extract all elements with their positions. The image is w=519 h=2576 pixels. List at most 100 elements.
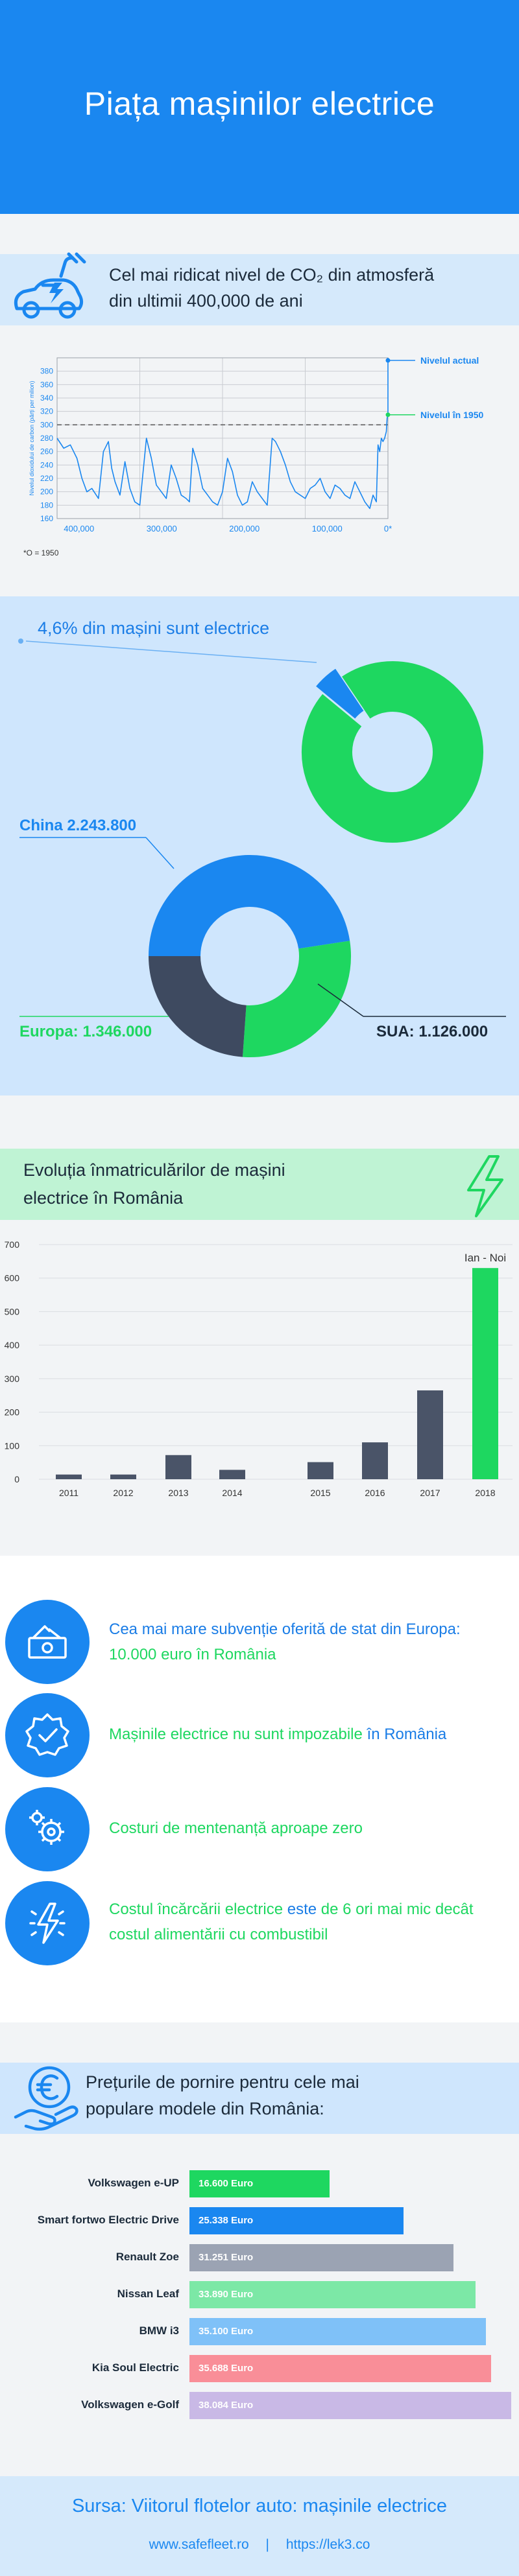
- price-value: 31.251 Euro: [199, 2252, 254, 2263]
- x-tick-label: 2016: [365, 1488, 385, 1498]
- benefit-charging-part-b: este: [287, 1901, 321, 1918]
- x-tick-label: 2017: [420, 1488, 440, 1498]
- bar-2013: [165, 1455, 191, 1479]
- x-tick-label: 0*: [384, 524, 392, 533]
- benefit-icon-circle: [5, 1881, 90, 1965]
- price-model-name: Renault Zoe: [115, 2251, 179, 2263]
- ev-share-label: 4,6% din mașini sunt electrice: [38, 618, 270, 638]
- price-value: 16.600 Euro: [199, 2178, 254, 2189]
- benefit-subsidy-part-b: 10.000 euro în România: [109, 1646, 276, 1663]
- x-tick-label: 2014: [222, 1488, 242, 1498]
- money-icon: [28, 1625, 67, 1659]
- share-pointer-dot: [18, 638, 23, 644]
- benefit-subsidy-part-a: Cea mai mare subvenție oferită de stat d…: [109, 1621, 461, 1638]
- prices-heading: Prețurile de pornire pentru cele mai pop…: [86, 2069, 359, 2122]
- co2-heading-line2: din ultimii 400,000 de ani: [109, 291, 303, 310]
- y-tick-label: 320: [40, 407, 53, 416]
- price-row: Volkswagen e-Golf 38.084 Euro: [0, 2392, 519, 2419]
- y-tick-label: 280: [40, 434, 53, 443]
- price-bar: [189, 2281, 476, 2308]
- price-model-name: Volkswagen e-UP: [88, 2177, 179, 2189]
- y-axis-label: Nivelul dioxidului de carbon (părți per …: [29, 381, 35, 495]
- europe-label: Europa: 1.346.000: [19, 1023, 152, 1040]
- registrations-banner: [0, 1149, 519, 1220]
- price-row: Volkswagen e-UP 16.600 Euro: [0, 2170, 519, 2197]
- annotation-1950-level: Nivelul în 1950: [420, 410, 483, 420]
- registrations-heading-line1: Evoluția înmatriculărilor de mașini: [23, 1160, 285, 1180]
- price-row: Nissan Leaf 33.890 Euro: [0, 2281, 519, 2308]
- price-row: Renault Zoe 31.251 Euro: [0, 2244, 519, 2271]
- footer: Sursa: Viitorul flotelor auto: mașinile …: [0, 2476, 519, 2576]
- y-tick-label: 380: [40, 367, 53, 376]
- y-tick-label: 340: [40, 393, 53, 403]
- registrations-bar-chart: 0 100 200 300 400 500 600 700 2011 2012 2013 2014 20…: [5, 1239, 513, 1498]
- bar-2016: [362, 1442, 388, 1479]
- benefit-maintenance-text: Costuri de mentenanță aproape zero: [109, 1816, 511, 1841]
- benefit-maintenance-part-b: aproape zero: [271, 1820, 363, 1837]
- annotation-current-level: Nivelul actual: [420, 355, 479, 366]
- china-label: China 2.243.800: [19, 817, 137, 834]
- y-tick-label: 700: [5, 1239, 20, 1250]
- y-tick-label: 180: [40, 500, 53, 509]
- y-tick-label: 240: [40, 460, 53, 469]
- price-model-name: Volkswagen e-Golf: [81, 2398, 179, 2411]
- charging-bolt-icon: [29, 1903, 66, 1944]
- price-model-name: BMW i3: [139, 2324, 179, 2337]
- bar-2018: [472, 1268, 498, 1479]
- y-tick-label: 0: [14, 1474, 19, 1484]
- co2-line-chart: 160 180 200 220 240 260 280 300 320 340 360 380 Nive…: [29, 355, 483, 533]
- bar-2012: [110, 1474, 136, 1479]
- y-tick-label: 360: [40, 380, 53, 389]
- price-model-name: Smart fortwo Electric Drive: [37, 2214, 179, 2226]
- benefit-subsidy-text: Cea mai mare subvenție oferită de stat d…: [109, 1617, 511, 1667]
- footer-separator: |: [265, 2537, 269, 2552]
- donut-slice-electric: [316, 668, 365, 720]
- x-tick-label: 400,000: [64, 524, 94, 533]
- electric-car-plug-icon: [14, 252, 86, 319]
- y-tick-label: 100: [5, 1440, 20, 1451]
- price-value: 33.890 Euro: [199, 2289, 254, 2300]
- x-tick-label: 300,000: [147, 524, 177, 533]
- benefit-icon-circle: [5, 1693, 90, 1777]
- registrations-heading-line2: electrice în România: [23, 1188, 184, 1208]
- benefit-tax-text: Mașinile electrice nu sunt impozabile în…: [109, 1722, 511, 1747]
- price-value: 38.084 Euro: [199, 2400, 254, 2411]
- ev-share-section: 4,6% din mașini sunt electrice China 2.2…: [0, 596, 519, 1095]
- co2-heading-line1: Cel mai ridicat nivel de CO₂ din atmosfe…: [109, 265, 435, 285]
- benefit-tax-part-c: în România: [362, 1726, 447, 1743]
- x-tick-label: 200,000: [229, 524, 260, 533]
- x-tick-label: 2012: [113, 1488, 133, 1498]
- y-tick-label: 500: [5, 1306, 20, 1317]
- benefit-tax-part-a: Mașinile electrice: [109, 1726, 233, 1743]
- price-row: BMW i3 35.100 Euro: [0, 2318, 519, 2345]
- footer-link-safefleet[interactable]: www.safefleet.ro: [149, 2537, 249, 2552]
- benefit-icon-circle: [5, 1787, 90, 1871]
- prices-heading-line1: Prețurile de pornire pentru cele mai: [86, 2072, 359, 2092]
- region-slice-sua: [149, 955, 247, 1057]
- prices-section: Prețurile de pornire pentru cele mai pop…: [0, 2022, 519, 2476]
- price-row: Kia Soul Electric 35.688 Euro: [0, 2355, 519, 2382]
- co2-banner: [0, 254, 519, 325]
- footer-link-lek3[interactable]: https://lek3.co: [285, 2537, 370, 2552]
- x-tick-label: 2013: [168, 1488, 188, 1498]
- page-title: Piața mașinilor electrice: [84, 86, 435, 122]
- hero-header: Piața mașinilor electrice: [0, 0, 519, 214]
- share-leader-line: [25, 640, 317, 663]
- benefit-charging-part-a: Costul încărcării electrice: [109, 1901, 287, 1918]
- donut-slice-other: [302, 661, 483, 843]
- bar-2017: [417, 1390, 443, 1479]
- region-slice-china: [149, 855, 350, 957]
- prices-heading-line2: populare modele din România:: [86, 2099, 324, 2118]
- x-tick-label: 2015: [310, 1488, 330, 1498]
- annotation-dot: [385, 412, 391, 417]
- price-model-name: Nissan Leaf: [117, 2288, 179, 2300]
- price-bar: [189, 2392, 511, 2419]
- x-tick-label: 2018: [475, 1488, 495, 1498]
- prices-banner: [0, 2063, 519, 2134]
- co2-section: Cel mai ridicat nivel de CO₂ din atmosfe…: [0, 214, 519, 596]
- price-value: 25.338 Euro: [199, 2215, 254, 2226]
- price-bar: [189, 2244, 453, 2271]
- y-tick-label: 300: [5, 1374, 20, 1384]
- registrations-heading: Evoluția înmatriculărilor de mașini elec…: [23, 1156, 285, 1212]
